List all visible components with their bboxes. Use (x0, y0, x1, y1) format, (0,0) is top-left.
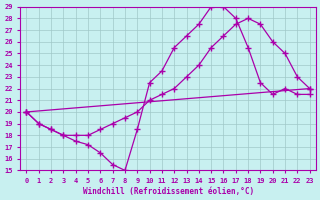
X-axis label: Windchill (Refroidissement éolien,°C): Windchill (Refroidissement éolien,°C) (83, 187, 254, 196)
